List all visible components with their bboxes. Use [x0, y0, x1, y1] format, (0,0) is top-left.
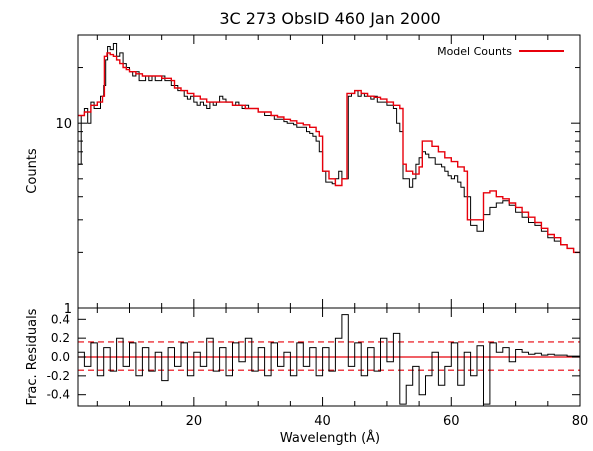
- y-tick-label: 0.2: [51, 331, 70, 345]
- residuals-panel: -0.4 -0.2 0.0 0.2 0.4 20 40 60 80 Frac. Residual…: [25, 307, 589, 446]
- legend: Model Counts: [437, 45, 564, 58]
- counts-series-group: [78, 43, 580, 254]
- y-tick-label: -0.4: [47, 388, 70, 402]
- residuals-y-axis-label: Frac. Residuals: [25, 308, 40, 405]
- x-tick-label: 80: [572, 414, 589, 429]
- y-tick-label: 0.4: [51, 312, 70, 326]
- residuals-line: [78, 314, 581, 405]
- x-tick-label: 60: [443, 414, 460, 429]
- residuals-series-group: [78, 314, 581, 405]
- y-tick-label: 0.0: [51, 350, 70, 364]
- observed-counts-line: [78, 43, 580, 253]
- x-tick-label: 40: [314, 414, 331, 429]
- counts-y-axis-label: Counts: [25, 148, 40, 194]
- y-tick-label: 1: [64, 302, 72, 317]
- counts-panel: 1 10 Counts Model Counts: [25, 34, 581, 317]
- residuals-plot-frame: [77, 307, 581, 407]
- legend-label-model-counts: Model Counts: [437, 45, 512, 58]
- residuals-ticks-group: -0.4 -0.2 0.0 0.2 0.4 20 40 60 80: [47, 308, 589, 429]
- y-tick-label: 10: [55, 117, 72, 132]
- model-counts-line: [78, 52, 580, 254]
- y-tick-label: -0.2: [47, 369, 70, 383]
- x-axis-label: Wavelength (Å): [280, 430, 380, 446]
- chart-title: 3C 273 ObsID 460 Jan 2000: [219, 9, 440, 28]
- x-tick-label: 20: [186, 414, 203, 429]
- counts-ticks-group: 1 10: [55, 34, 581, 317]
